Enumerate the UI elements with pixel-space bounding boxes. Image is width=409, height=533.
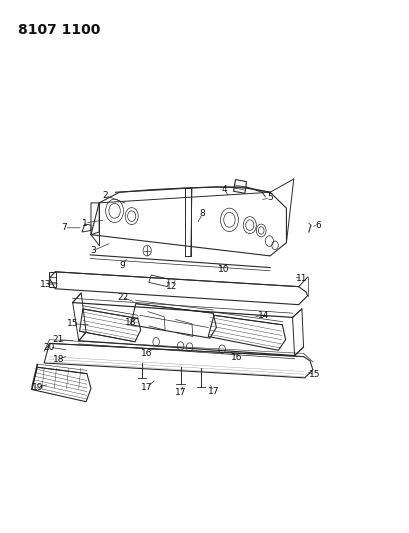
Text: 18: 18 <box>125 318 136 327</box>
Text: 14: 14 <box>258 311 269 320</box>
Text: 16: 16 <box>230 353 242 362</box>
Text: 20: 20 <box>44 343 55 352</box>
Text: 9: 9 <box>119 261 125 270</box>
Text: 5: 5 <box>267 193 272 202</box>
Text: 21: 21 <box>52 335 63 344</box>
Text: 17: 17 <box>208 386 219 395</box>
Text: 12: 12 <box>166 282 177 291</box>
Text: 17: 17 <box>174 388 186 397</box>
Text: 22: 22 <box>117 293 128 302</box>
Text: 19: 19 <box>31 383 43 392</box>
Text: 16: 16 <box>141 349 153 358</box>
Text: 11: 11 <box>295 273 307 282</box>
Text: 8: 8 <box>199 209 205 218</box>
Text: 15: 15 <box>67 319 78 328</box>
Text: 7: 7 <box>61 223 67 232</box>
Text: 8107 1100: 8107 1100 <box>18 22 100 37</box>
Text: 1: 1 <box>82 219 88 228</box>
Text: 15: 15 <box>308 370 320 379</box>
Text: 13: 13 <box>40 280 51 289</box>
Text: 2: 2 <box>102 191 108 200</box>
Text: 17: 17 <box>141 383 153 392</box>
Text: 10: 10 <box>218 265 229 274</box>
Text: 6: 6 <box>315 221 320 230</box>
Text: 18: 18 <box>52 355 64 364</box>
Text: 3: 3 <box>90 246 96 255</box>
Text: 4: 4 <box>221 185 227 194</box>
